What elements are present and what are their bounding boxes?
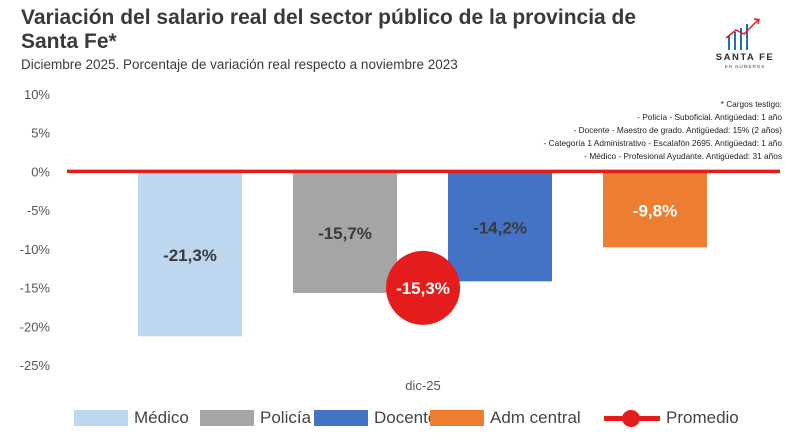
logo-text: SANTA FE: [715, 52, 775, 63]
legend-item: Policía: [200, 405, 311, 431]
y-tick-label: 5%: [31, 126, 50, 141]
santa-fe-logo: SANTA FE EN NÚMEROS: [712, 16, 778, 76]
chart-subtitle: Diciembre 2025. Porcentaje de variación …: [21, 57, 458, 72]
chart-legend: Médico Policía Docente Adm central Promedio: [74, 405, 764, 431]
note-line: - Categoría 1 Administrativo - Escalafón…: [543, 138, 782, 148]
average-data-label: -15,3%: [396, 279, 450, 298]
legend-swatch: [74, 410, 128, 426]
legend-label: Adm central: [490, 408, 581, 427]
chart-title: Variación del salario real del sector pú…: [21, 6, 637, 53]
bar-data-label: -21,3%: [163, 246, 217, 265]
note-line: - Policía - Suboficial. Antigüedad: 1 añ…: [637, 112, 782, 122]
legend-item: Promedio: [604, 405, 739, 431]
y-tick-label: -15%: [20, 281, 51, 296]
y-tick-label: -25%: [20, 358, 51, 373]
legend-swatch: [430, 410, 484, 426]
legend-item: Docente: [314, 405, 437, 431]
legend-label: Policía: [260, 408, 312, 427]
legend-label: Médico: [134, 408, 189, 427]
bar-data-label: -9,8%: [633, 201, 677, 220]
reference-notes: * Cargos testigo: - Policía - Suboficial…: [544, 98, 782, 163]
bar-data-label: -14,2%: [473, 218, 527, 237]
y-tick-label: -5%: [27, 203, 51, 218]
legend-item: Médico: [74, 405, 189, 431]
x-tick-label: dic-25: [405, 378, 440, 393]
note-line: * Cargos testigo:: [720, 99, 782, 109]
bar-docente: [448, 171, 552, 282]
bar-policía: [293, 171, 397, 293]
legend-item: Adm central: [430, 405, 581, 431]
y-tick-label: 0%: [31, 164, 50, 179]
average-marker: [386, 250, 460, 325]
y-tick-label: -10%: [20, 242, 51, 257]
bar-médico: [138, 171, 242, 337]
bar-data-label: -15,7%: [318, 224, 372, 243]
legend-line-swatch: [604, 409, 660, 427]
legend-label: Docente: [374, 408, 438, 427]
legend-swatch: [314, 410, 368, 426]
legend-label: Promedio: [666, 408, 739, 427]
bar-adm-central: [603, 171, 707, 248]
legend-swatch: [200, 410, 254, 426]
y-tick-label: 10%: [24, 87, 50, 102]
note-line: - Docente - Maestro de grado. Antigüedad…: [573, 125, 782, 135]
y-tick-label: -20%: [20, 319, 51, 334]
bar-chart-logo-icon: [725, 18, 760, 50]
logo-subtext: EN NÚMEROS: [724, 64, 766, 69]
note-line: - Médico - Profesional Ayudante. Antigüe…: [584, 151, 782, 161]
